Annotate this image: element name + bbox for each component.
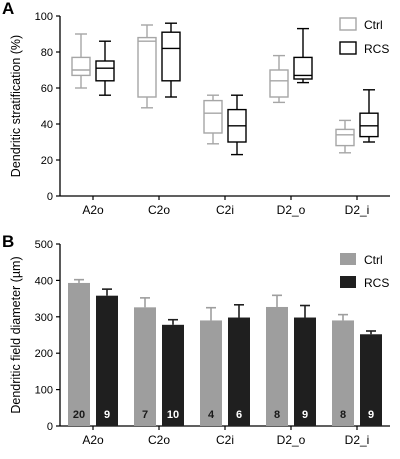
y-tick-label: 400 — [35, 275, 53, 287]
legend-swatch-ctrl — [339, 17, 357, 31]
box-rcs-d2_i — [359, 89, 379, 143]
iqr-box — [293, 56, 313, 80]
bar-rcs-d2_i — [360, 334, 382, 426]
iqr-box — [137, 36, 157, 98]
y-tick-label: 80 — [41, 47, 53, 59]
y-tick-label: 500 — [35, 239, 53, 251]
box-ctrl-d2_i — [335, 119, 355, 154]
legend-swatch-rcs — [340, 276, 356, 288]
box-ctrl-d2_o — [269, 54, 289, 104]
x-tick-label: C2o — [148, 203, 170, 217]
y-tick-label: 100 — [35, 385, 53, 397]
bar-ctrl-d2_o — [266, 306, 288, 426]
box-ctrl-c2o — [137, 24, 157, 109]
n-label-rcs-a2o: 9 — [104, 409, 110, 421]
iqr-box — [161, 31, 181, 82]
n-label-ctrl-a2o: 20 — [73, 409, 85, 421]
box-rcs-c2o — [161, 22, 181, 98]
n-label-ctrl-c2i: 4 — [208, 409, 215, 421]
x-tick-label: C2i — [216, 433, 234, 447]
bar-rcs-c2o — [162, 324, 184, 426]
bar-ctrl-c2i — [200, 320, 222, 426]
legend-label-rcs: RCS — [364, 276, 389, 290]
bar-rcs-a2o — [96, 295, 118, 426]
box-rcs-c2i — [227, 94, 247, 156]
y-tick-label: 0 — [47, 421, 53, 433]
n-label-rcs-c2o: 10 — [167, 409, 179, 421]
x-tick-label: D2_o — [277, 203, 306, 217]
legend-label-rcs: RCS — [364, 42, 389, 56]
bar-rcs-d2_o — [294, 317, 316, 426]
y-tick-label: 60 — [41, 83, 53, 95]
legend-swatch-ctrl — [340, 253, 356, 265]
x-tick-label: C2i — [216, 203, 234, 217]
bar-rcs-c2i — [228, 317, 250, 426]
bar-ctrl-c2o — [134, 307, 156, 426]
y-tick-label: 0 — [47, 191, 53, 203]
legend-swatch-rcs — [339, 41, 357, 55]
iqr-box — [95, 60, 115, 82]
iqr-box — [359, 112, 379, 138]
n-label-rcs-d2_o: 9 — [302, 409, 308, 421]
iqr-box — [71, 56, 91, 77]
y-tick-label: 300 — [35, 312, 53, 324]
bar-ctrl-a2o — [68, 282, 90, 426]
n-label-ctrl-c2o: 7 — [142, 409, 148, 421]
n-label-ctrl-d2_o: 8 — [274, 409, 280, 421]
x-tick-label: D2_i — [345, 433, 370, 447]
x-tick-label: C2o — [148, 433, 170, 447]
panel-a-letter: A — [2, 0, 14, 18]
legend-label-ctrl: Ctrl — [364, 18, 383, 32]
y-axis-title: Dendritic stratification (%) — [9, 35, 23, 177]
x-tick-label: D2_o — [277, 433, 306, 447]
y-tick-label: 100 — [35, 11, 53, 23]
box-rcs-d2_o — [293, 27, 313, 84]
y-tick-label: 20 — [41, 155, 53, 167]
box-ctrl-c2i — [203, 94, 223, 145]
x-tick-label: A2o — [82, 203, 104, 217]
bar-ctrl-d2_i — [332, 320, 354, 426]
iqr-box — [335, 128, 355, 147]
y-tick-label: 200 — [35, 348, 53, 360]
legend-label-ctrl: Ctrl — [364, 253, 383, 267]
box-rcs-a2o — [95, 40, 115, 96]
x-tick-label: D2_i — [345, 203, 370, 217]
iqr-box — [203, 99, 223, 134]
n-label-rcs-d2_i: 9 — [368, 409, 374, 421]
y-axis-title: Dendritic field diameter (µm) — [9, 256, 23, 413]
n-label-rcs-c2i: 6 — [236, 409, 242, 421]
x-tick-label: A2o — [82, 433, 104, 447]
box-plot-stratification: 0 20 40 60 80 100 A2o C2o C2i D2_o D2_i Dendritic s… — [9, 11, 390, 217]
bar-chart-field-diameter: 0 100 200 300 400 500 A2o C2o C2i D2_o D2_i Dendrit… — [9, 239, 390, 447]
y-tick-label: 40 — [41, 119, 53, 131]
box-ctrl-a2o — [71, 33, 91, 89]
panel-b-letter: B — [2, 232, 14, 251]
n-label-ctrl-d2_i: 8 — [340, 409, 346, 421]
iqr-box — [269, 69, 289, 98]
